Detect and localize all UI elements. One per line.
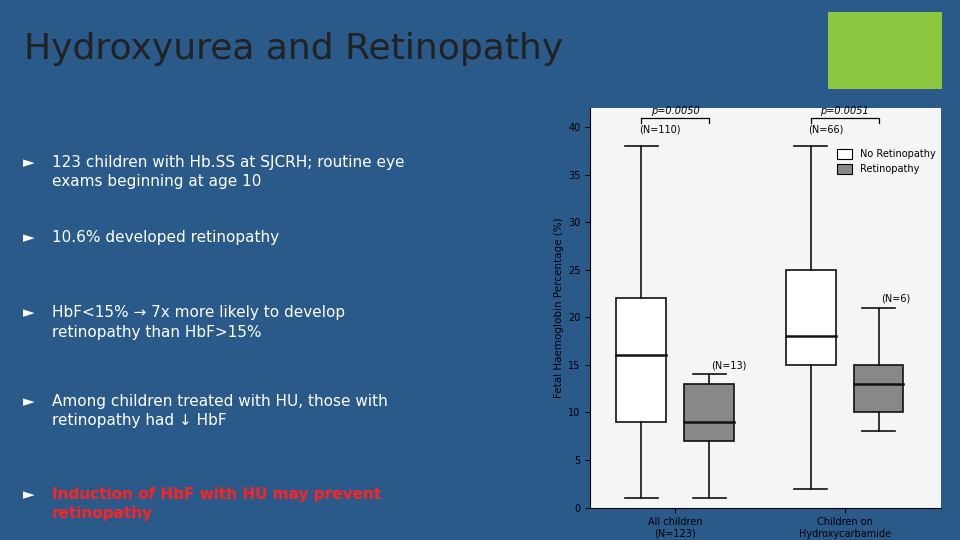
Y-axis label: Fetal Haemoglobin Percentage (%): Fetal Haemoglobin Percentage (%) [554,218,564,398]
Text: ►: ► [23,394,35,409]
Text: 123 children with Hb.SS at SJCRH; routine eye
exams beginning at age 10: 123 children with Hb.SS at SJCRH; routin… [52,155,404,189]
Text: (N=13): (N=13) [711,361,747,370]
Legend: No Retinopathy, Retinopathy: No Retinopathy, Retinopathy [833,145,940,178]
Text: Hydroxyurea and Retinopathy: Hydroxyurea and Retinopathy [24,32,564,65]
Bar [616,298,666,422]
Text: p=0.0051: p=0.0051 [821,106,869,116]
Bar [853,365,903,413]
Text: HbF<15% → 7x more likely to develop
retinopathy than HbF>15%: HbF<15% → 7x more likely to develop reti… [52,305,345,340]
Text: ►: ► [23,230,35,245]
Bar [684,384,734,441]
Text: (N=66): (N=66) [808,125,844,134]
FancyBboxPatch shape [828,12,942,90]
Text: Among children treated with HU, those with
retinopathy had ↓ HbF: Among children treated with HU, those wi… [52,394,388,428]
Text: Induction of HbF with HU may prevent
retinopathy: Induction of HbF with HU may prevent ret… [52,487,381,521]
Text: (N=6): (N=6) [881,294,910,304]
Text: (N=110): (N=110) [639,125,681,134]
Text: 10.6% developed retinopathy: 10.6% developed retinopathy [52,230,279,245]
Bar [786,270,835,365]
Text: ►: ► [23,487,35,502]
Text: ►: ► [23,155,35,170]
Text: ►: ► [23,305,35,320]
Text: p=0.0050: p=0.0050 [651,106,700,116]
